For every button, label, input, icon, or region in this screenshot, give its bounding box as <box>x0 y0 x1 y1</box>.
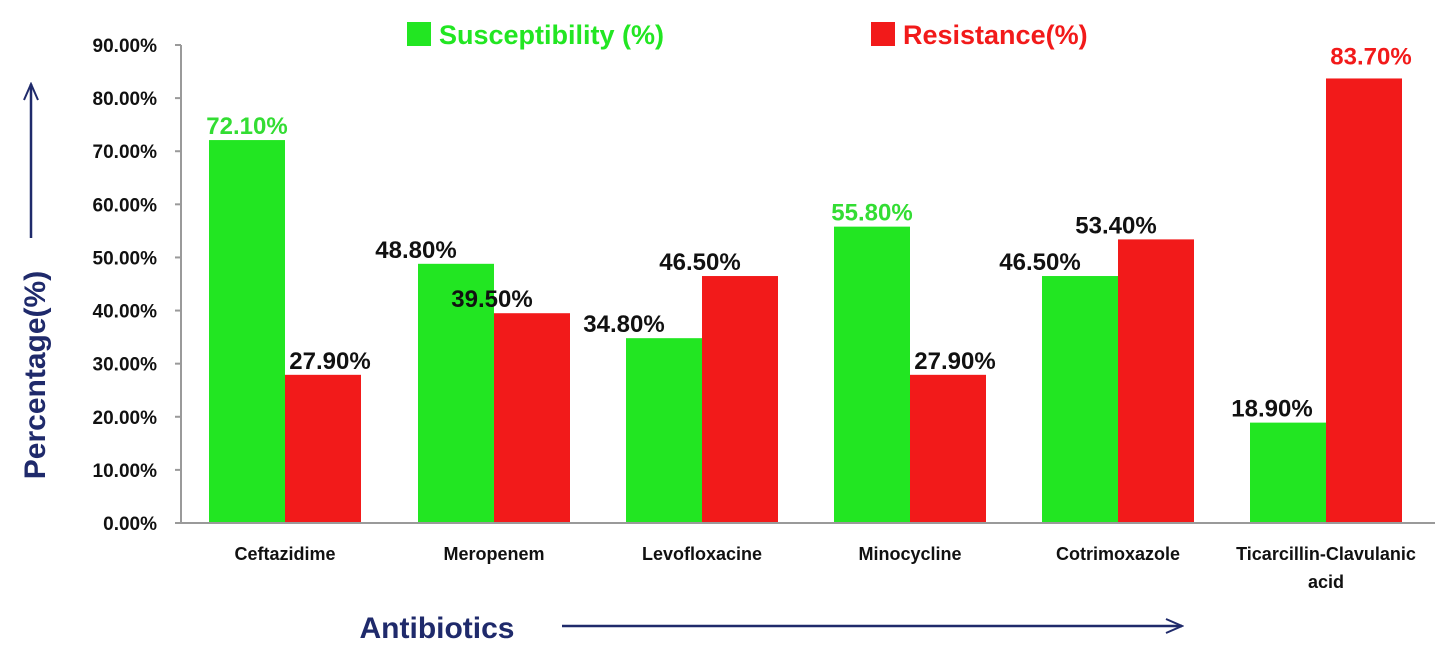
x-axis-title: Antibiotics <box>360 612 515 645</box>
x-tick-label: Meropenem <box>443 544 544 564</box>
susceptibility-value-label: 18.90% <box>1231 396 1312 423</box>
x-tick-label: Ceftazidime <box>234 544 335 564</box>
resistance-value-label: 39.50% <box>451 286 532 313</box>
x-tick-label: Minocycline <box>858 544 961 564</box>
x-tick-label: acid <box>1308 572 1344 592</box>
resistance-value-label: 83.70% <box>1330 43 1411 70</box>
legend-swatch <box>871 22 895 46</box>
susceptibility-value-label: 55.80% <box>831 200 912 227</box>
susceptibility-bar <box>834 226 910 523</box>
susceptibility-value-label: 46.50% <box>999 249 1080 276</box>
y-tick-label: 90.00% <box>93 36 158 57</box>
legend: Susceptibility (%) Resistance(%) <box>407 20 1088 50</box>
resistance-bar <box>494 313 570 523</box>
resistance-value-label: 27.90% <box>289 348 370 375</box>
resistance-bar <box>1118 239 1194 524</box>
y-tick-label: 60.00% <box>93 195 158 216</box>
susceptibility-bar <box>418 263 494 523</box>
x-tick-label: Ticarcillin-Clavulanic <box>1236 544 1416 564</box>
resistance-bar <box>702 276 778 523</box>
resistance-value-label: 53.40% <box>1075 212 1156 239</box>
y-axis-title: Percentage(%) <box>19 271 52 479</box>
resistance-bar <box>1326 78 1402 524</box>
susceptibility-bar <box>626 338 702 523</box>
susceptibility-value-label: 72.10% <box>206 113 287 140</box>
data-labels-group: 72.10% 48.80% 34.80% 55.80% 46.50% 18.90% 27.9… <box>206 43 1411 422</box>
resistance-value-label: 46.50% <box>659 249 740 276</box>
axes-group: 0.00% 10.00% 20.00% 30.00% 40.00% 50.00% 60.00… <box>93 36 1435 592</box>
y-tick-label: 50.00% <box>93 248 158 269</box>
susceptibility-value-label: 34.80% <box>583 311 664 338</box>
susceptibility-bar <box>209 140 285 523</box>
y-tick-label: 10.00% <box>93 461 158 482</box>
y-tick-label: 80.00% <box>93 89 158 110</box>
legend-label: Resistance(%) <box>903 20 1088 50</box>
axis-titles-group: Percentage(%) Antibiotics <box>19 84 1182 645</box>
resistance-bar <box>910 374 986 523</box>
y-tick-label: 20.00% <box>93 408 158 429</box>
bars-group <box>209 78 1402 524</box>
susceptibility-bar <box>1042 276 1118 523</box>
susceptibility-value-label: 48.80% <box>375 237 456 264</box>
x-tick-label: Cotrimoxazole <box>1056 544 1180 564</box>
susceptibility-bar <box>1250 422 1326 523</box>
y-tick-label: 40.00% <box>93 302 158 323</box>
resistance-value-label: 27.90% <box>914 348 995 375</box>
x-tick-label: Levofloxacine <box>642 544 762 564</box>
legend-swatch <box>407 22 431 46</box>
legend-label: Susceptibility (%) <box>439 20 664 50</box>
y-tick-label: 70.00% <box>93 142 158 163</box>
resistance-bar <box>285 374 361 523</box>
y-tick-label: 0.00% <box>103 514 157 535</box>
y-tick-label: 30.00% <box>93 355 158 376</box>
